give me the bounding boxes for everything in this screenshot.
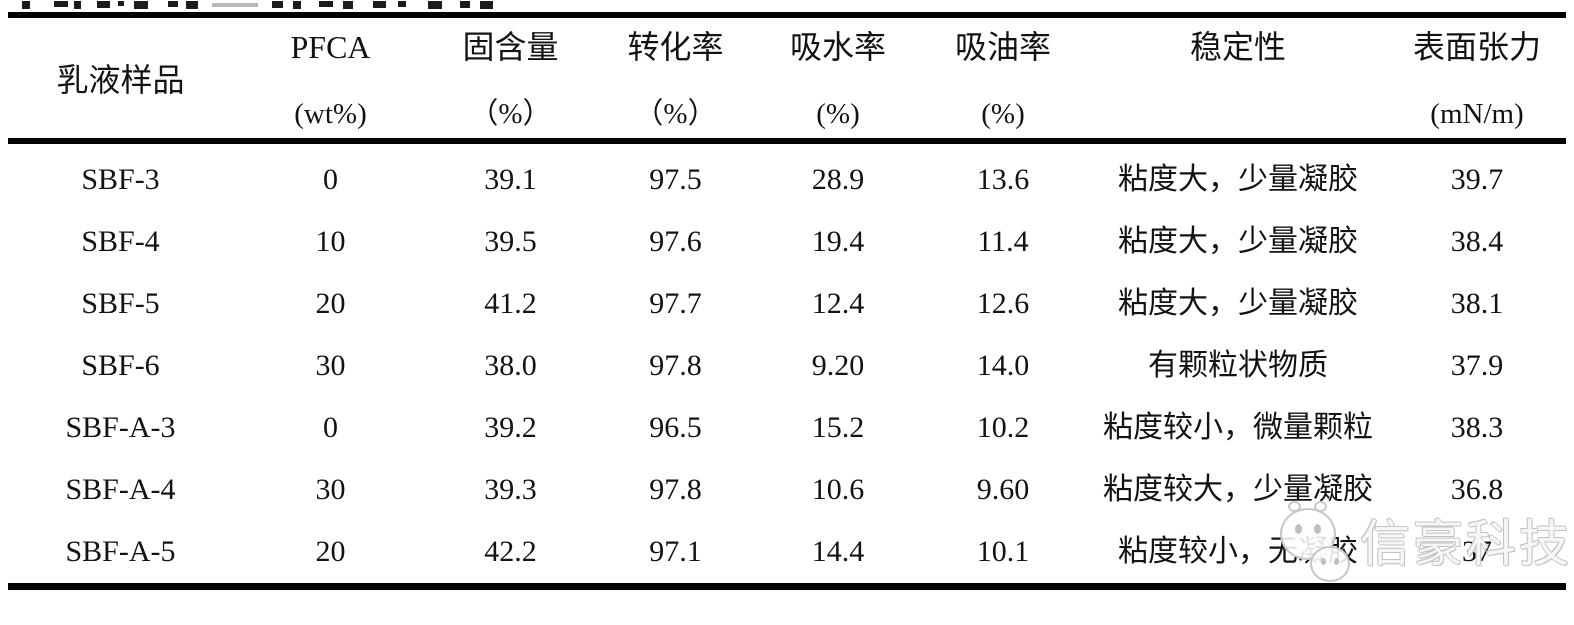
table-row: SBF-4 10 39.5 97.6 19.4 11.4 粘度大，少量凝胶 38…: [8, 211, 1566, 273]
cell-surface-tension: 36.8: [1450, 473, 1504, 506]
col-header-label: 表面张力: [1412, 29, 1541, 65]
col-header-unit: (%): [816, 98, 860, 130]
cell-solid-content: 39.1: [484, 163, 537, 196]
cell-conversion-rate: 96.5: [649, 411, 702, 444]
cell-surface-tension: 37: [1462, 535, 1492, 568]
cell-solid-content: 38.0: [484, 349, 537, 382]
watermark: 信豪科技: [1278, 498, 1572, 590]
cell-stability: 粘度较小，微量颗粒: [1103, 411, 1373, 444]
results-table: 乳液样品 PFCA (wt%) 固含量 （%） 转化率 （%） 吸水率 (%) …: [8, 12, 1566, 590]
cell-stability: 粘度大，少量凝胶: [1118, 225, 1358, 258]
cell-pfca: 20: [315, 535, 346, 568]
cell-pfca: 10: [315, 225, 346, 258]
cell-solid-content: 39.5: [484, 225, 537, 258]
cell-oil-absorption: 14.0: [976, 349, 1030, 382]
cell-water-absorption: 15.2: [811, 411, 865, 444]
table-row: SBF-5 20 41.2 97.7 12.4 12.6 粘度大，少量凝胶 38…: [8, 273, 1566, 335]
col-header-unit: （%）: [634, 98, 717, 130]
cell-water-absorption: 12.4: [811, 287, 865, 320]
cell-oil-absorption: 13.6: [976, 163, 1030, 196]
col-header-stability: 稳定性: [1088, 18, 1388, 138]
table-row: SBF-A-3 0 39.2 96.5 15.2 10.2 粘度较小，微量颗粒 …: [8, 397, 1566, 459]
col-header-oil-absorption: 吸油率 (%): [918, 18, 1088, 138]
cell-solid-content: 39.2: [484, 411, 537, 444]
cell-conversion-rate: 97.8: [649, 473, 702, 506]
col-header-unit: (wt%): [294, 98, 367, 130]
cell-oil-absorption: 12.6: [976, 287, 1030, 320]
cell-sample: SBF-A-4: [65, 473, 176, 506]
table-row: SBF-3 0 39.1 97.5 28.9 13.6 粘度大，少量凝胶 39.…: [8, 149, 1566, 211]
cell-water-absorption: 28.9: [811, 163, 865, 196]
cell-oil-absorption: 10.2: [976, 411, 1030, 444]
cell-pfca: 0: [323, 411, 338, 444]
cell-conversion-rate: 97.6: [649, 225, 702, 258]
col-header-label: 固含量: [462, 29, 559, 65]
table-header-row: 乳液样品 PFCA (wt%) 固含量 （%） 转化率 （%） 吸水率 (%) …: [8, 12, 1566, 144]
cell-conversion-rate: 97.8: [649, 349, 702, 382]
cell-solid-content: 41.2: [484, 287, 537, 320]
cell-solid-content: 39.3: [484, 473, 537, 506]
cell-conversion-rate: 97.7: [649, 287, 702, 320]
col-header-solid-content: 固含量 （%）: [428, 18, 593, 138]
cell-stability: 有颗粒状物质: [1148, 349, 1328, 382]
cell-water-absorption: 10.6: [811, 473, 865, 506]
cell-surface-tension: 39.7: [1450, 163, 1504, 196]
cell-conversion-rate: 97.5: [649, 163, 702, 196]
cell-solid-content: 42.2: [484, 535, 537, 568]
col-header-unit: (%): [981, 98, 1025, 130]
cell-water-absorption: 14.4: [811, 535, 865, 568]
col-header-sample: 乳液样品: [8, 18, 233, 138]
col-header-unit: (mN/m): [1430, 98, 1524, 130]
cell-oil-absorption: 11.4: [977, 225, 1029, 258]
cell-water-absorption: 19.4: [811, 225, 865, 258]
col-header-surface-tension: 表面张力 (mN/m): [1388, 18, 1566, 138]
col-header-label: 吸油率: [954, 29, 1051, 65]
col-header-label: 乳液样品: [56, 62, 185, 98]
table-row: SBF-6 30 38.0 97.8 9.20 14.0 有颗粒状物质 37.9: [8, 335, 1566, 397]
cell-oil-absorption: 10.1: [976, 535, 1030, 568]
cell-surface-tension: 38.3: [1450, 411, 1504, 444]
cell-pfca: 30: [315, 349, 346, 382]
cell-sample: SBF-A-5: [65, 535, 176, 568]
watermark-text: 信豪科技: [1360, 516, 1572, 572]
col-header-water-absorption: 吸水率 (%): [758, 18, 918, 138]
cell-surface-tension: 38.4: [1450, 225, 1504, 258]
cell-oil-absorption: 9.60: [976, 473, 1030, 506]
col-header-label: 转化率: [627, 29, 724, 65]
col-header-conversion-rate: 转化率 （%）: [593, 18, 758, 138]
cell-sample: SBF-6: [81, 349, 160, 382]
col-header-label: 吸水率: [789, 29, 886, 65]
cell-stability: 粘度大，少量凝胶: [1118, 163, 1358, 196]
cell-sample: SBF-A-3: [65, 411, 176, 444]
cell-pfca: 0: [323, 163, 338, 196]
cell-conversion-rate: 97.1: [649, 535, 702, 568]
cell-stability: 粘度大，少量凝胶: [1118, 287, 1358, 320]
cell-pfca: 30: [315, 473, 346, 506]
chat-bubbles-icon: [1278, 498, 1356, 590]
cell-sample: SBF-5: [81, 287, 160, 320]
cell-surface-tension: 38.1: [1450, 287, 1504, 320]
cell-surface-tension: 37.9: [1450, 349, 1504, 382]
col-header-unit: （%）: [469, 98, 552, 130]
col-header-label: 稳定性: [1189, 29, 1286, 65]
table-row: SBF-A-4 30 39.3 97.8 10.6 9.60 粘度较大，少量凝胶…: [8, 459, 1566, 521]
cell-sample: SBF-3: [81, 163, 160, 196]
cell-water-absorption: 9.20: [811, 349, 865, 382]
clipped-title-fragments: [22, 1, 493, 11]
cell-stability: 粘度较大，少量凝胶: [1103, 473, 1373, 506]
col-header-pfca: PFCA (wt%): [233, 18, 428, 138]
cell-pfca: 20: [315, 287, 346, 320]
col-header-label: PFCA: [290, 29, 371, 65]
cell-sample: SBF-4: [81, 225, 160, 258]
